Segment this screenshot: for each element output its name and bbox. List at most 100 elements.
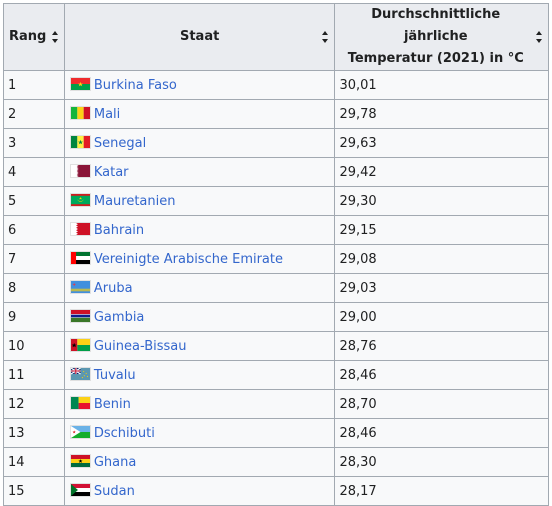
temperature-cell: 29,30 — [334, 186, 549, 216]
table-row: 4 Katar 29,42 — [3, 157, 549, 187]
aruba-flag-icon[interactable] — [69, 280, 91, 294]
djibouti-flag-icon[interactable] — [69, 425, 91, 439]
rank-header-label: Rang — [9, 29, 47, 44]
table-row: 2 Mali 29,78 — [3, 99, 549, 129]
state-cell: Bahrain — [63, 215, 336, 245]
rank-cell: 12 — [3, 389, 65, 419]
temperature-cell: 28,46 — [334, 360, 549, 390]
table-row: 5 Mauretanien 29,30 — [3, 186, 549, 216]
table-row: 10 Guinea-Bissau 28,76 — [3, 331, 549, 361]
state-cell: Gambia — [63, 302, 336, 332]
state-cell: Tuvalu — [63, 360, 336, 390]
state-cell: Mauretanien — [63, 186, 336, 216]
rank-cell: 8 — [3, 273, 65, 303]
country-link[interactable]: Gambia — [93, 309, 145, 325]
sort-icon[interactable] — [322, 31, 329, 43]
country-link[interactable]: Guinea-Bissau — [93, 338, 187, 354]
country-link[interactable]: Bahrain — [93, 222, 145, 238]
rank-cell: 4 — [3, 157, 65, 187]
rank-cell: 10 — [3, 331, 65, 361]
state-cell: Senegal — [63, 128, 336, 158]
country-link[interactable]: Vereinigte Arabische Emirate — [93, 251, 283, 267]
state-cell: Aruba — [63, 273, 336, 303]
mali-flag-icon[interactable] — [69, 106, 91, 120]
temperature-cell: 29,15 — [334, 215, 549, 245]
gambia-flag-icon[interactable] — [69, 309, 91, 323]
qatar-flag-icon[interactable] — [69, 164, 91, 178]
temperature-cell: 28,76 — [334, 331, 549, 361]
rank-cell: 11 — [3, 360, 65, 390]
temperature-cell: 28,46 — [334, 418, 549, 448]
country-link[interactable]: Tuvalu — [93, 367, 136, 383]
rank-cell: 14 — [3, 447, 65, 477]
temperature-cell: 28,17 — [334, 476, 549, 506]
state-cell: Katar — [63, 157, 336, 187]
state-cell: Mali — [63, 99, 336, 129]
sort-icon[interactable] — [536, 31, 543, 43]
bahrain-flag-icon[interactable] — [69, 222, 91, 236]
tuvalu-flag-icon[interactable] — [69, 367, 91, 381]
state-cell: Vereinigte Arabische Emirate — [63, 244, 336, 274]
table-row: 14 Ghana 28,30 — [3, 447, 549, 477]
table-row: 1 Burkina Faso 30,01 — [3, 70, 549, 100]
table-row: 12 Benin 28,70 — [3, 389, 549, 419]
temperature-column-header[interactable]: Durchschnittliche jährliche Temperatur (… — [334, 3, 549, 71]
rank-cell: 2 — [3, 99, 65, 129]
burkina-faso-flag-icon[interactable] — [69, 77, 91, 91]
country-link[interactable]: Benin — [93, 396, 131, 412]
sort-icon[interactable] — [51, 31, 59, 43]
state-cell: Guinea-Bissau — [63, 331, 336, 361]
temperature-cell: 29,03 — [334, 273, 549, 303]
benin-flag-icon[interactable] — [69, 396, 91, 410]
temperature-cell: 29,78 — [334, 99, 549, 129]
temperature-cell: 29,08 — [334, 244, 549, 274]
table-row: 8 Aruba 29,03 — [3, 273, 549, 303]
table-row: 15 Sudan 28,17 — [3, 476, 549, 506]
rank-cell: 5 — [3, 186, 65, 216]
rank-cell: 6 — [3, 215, 65, 245]
temperature-header-label-line1: Durchschnittliche jährliche — [371, 7, 501, 44]
country-link[interactable]: Ghana — [93, 454, 137, 470]
country-link[interactable]: Mauretanien — [93, 193, 176, 209]
rank-cell: 15 — [3, 476, 65, 506]
uae-flag-icon[interactable] — [69, 251, 91, 265]
temperature-cell: 29,00 — [334, 302, 549, 332]
state-cell: Dschibuti — [63, 418, 336, 448]
temperature-cell: 29,63 — [334, 128, 549, 158]
country-link[interactable]: Katar — [93, 164, 129, 180]
table-row: 3 Senegal 29,63 — [3, 128, 549, 158]
rank-cell: 13 — [3, 418, 65, 448]
temperature-cell: 30,01 — [334, 70, 549, 100]
ghana-flag-icon[interactable] — [69, 454, 91, 468]
country-link[interactable]: Dschibuti — [93, 425, 155, 441]
temperature-cell: 28,70 — [334, 389, 549, 419]
senegal-flag-icon[interactable] — [69, 135, 91, 149]
table-row: 7 Vereinigte Arabische Emirate 29,08 — [3, 244, 549, 274]
temperature-table: Rang Staat Durchschnittliche jährliche T… — [3, 3, 549, 506]
country-link[interactable]: Mali — [93, 106, 121, 122]
table-row: 13 Dschibuti 28,46 — [3, 418, 549, 448]
mauritania-flag-icon[interactable] — [69, 193, 91, 207]
rank-cell: 3 — [3, 128, 65, 158]
header-row: Rang Staat Durchschnittliche jährliche T… — [3, 3, 549, 71]
temperature-header-label-line2: Temperatur (2021) in °C — [347, 51, 524, 66]
temperature-cell: 28,30 — [334, 447, 549, 477]
rank-cell: 1 — [3, 70, 65, 100]
table-row: 11 Tuvalu 28,46 — [3, 360, 549, 390]
country-link[interactable]: Senegal — [93, 135, 147, 151]
rank-cell: 7 — [3, 244, 65, 274]
state-cell: Benin — [63, 389, 336, 419]
table-row: 9 Gambia 29,00 — [3, 302, 549, 332]
state-header-label: Staat — [179, 29, 220, 44]
country-link[interactable]: Aruba — [93, 280, 133, 296]
rank-column-header[interactable]: Rang — [3, 3, 65, 71]
table-row: 6 Bahrain 29,15 — [3, 215, 549, 245]
rank-cell: 9 — [3, 302, 65, 332]
state-cell: Sudan — [63, 476, 336, 506]
country-link[interactable]: Burkina Faso — [93, 77, 177, 93]
state-cell: Burkina Faso — [63, 70, 336, 100]
state-column-header[interactable]: Staat — [63, 3, 336, 71]
guinea-bissau-flag-icon[interactable] — [69, 338, 91, 352]
state-cell: Ghana — [63, 447, 336, 477]
sudan-flag-icon[interactable] — [69, 483, 91, 497]
